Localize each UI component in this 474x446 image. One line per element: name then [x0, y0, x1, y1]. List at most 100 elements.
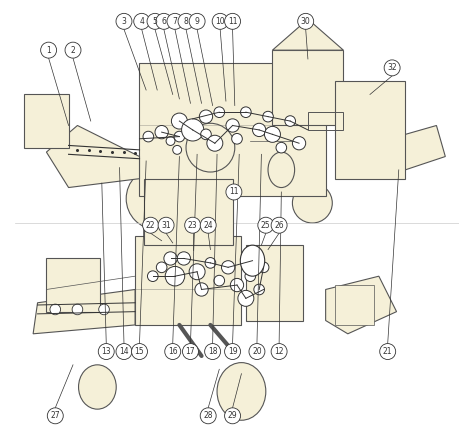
Circle shape — [200, 217, 216, 233]
Circle shape — [99, 304, 109, 315]
Circle shape — [298, 13, 314, 29]
Circle shape — [182, 343, 199, 359]
Circle shape — [258, 262, 269, 273]
Text: 1: 1 — [46, 45, 51, 55]
Circle shape — [214, 275, 225, 286]
Text: 22: 22 — [146, 221, 155, 230]
FancyBboxPatch shape — [135, 236, 241, 325]
Circle shape — [166, 136, 175, 145]
FancyBboxPatch shape — [24, 95, 69, 148]
Circle shape — [285, 116, 295, 126]
Circle shape — [240, 107, 251, 117]
Circle shape — [276, 142, 287, 153]
Circle shape — [271, 343, 287, 359]
Circle shape — [225, 408, 240, 424]
Circle shape — [264, 126, 281, 142]
Circle shape — [232, 133, 242, 144]
Circle shape — [263, 112, 273, 122]
Ellipse shape — [268, 152, 295, 187]
Text: 2: 2 — [71, 45, 75, 55]
Text: 27: 27 — [50, 411, 60, 420]
Circle shape — [238, 290, 254, 306]
Text: 17: 17 — [186, 347, 195, 356]
Circle shape — [226, 119, 239, 132]
Circle shape — [225, 13, 240, 29]
Circle shape — [156, 13, 172, 29]
Polygon shape — [33, 289, 135, 334]
Circle shape — [147, 271, 158, 281]
Ellipse shape — [217, 363, 266, 420]
Text: 23: 23 — [188, 221, 198, 230]
Circle shape — [147, 13, 163, 29]
Text: 31: 31 — [161, 221, 171, 230]
Circle shape — [292, 136, 306, 150]
Circle shape — [189, 13, 205, 29]
Circle shape — [230, 278, 244, 292]
Polygon shape — [273, 19, 343, 50]
Circle shape — [41, 42, 56, 58]
Circle shape — [189, 264, 205, 280]
Circle shape — [98, 343, 114, 359]
Circle shape — [258, 217, 274, 233]
Circle shape — [207, 135, 223, 151]
Circle shape — [158, 217, 174, 233]
Circle shape — [178, 13, 194, 29]
Circle shape — [165, 266, 185, 286]
Text: 32: 32 — [387, 63, 397, 72]
Circle shape — [226, 184, 242, 200]
Ellipse shape — [79, 365, 116, 409]
Text: 19: 19 — [228, 347, 237, 356]
FancyBboxPatch shape — [246, 245, 303, 321]
Circle shape — [205, 258, 216, 268]
Circle shape — [165, 343, 181, 359]
Circle shape — [156, 262, 167, 273]
Circle shape — [173, 145, 182, 154]
Text: 28: 28 — [203, 411, 213, 420]
Circle shape — [195, 283, 208, 296]
Circle shape — [143, 217, 158, 233]
Circle shape — [205, 343, 220, 359]
Text: 24: 24 — [203, 221, 213, 230]
Circle shape — [384, 60, 400, 76]
Text: 10: 10 — [215, 17, 225, 26]
Circle shape — [177, 252, 191, 265]
Circle shape — [72, 304, 83, 315]
FancyBboxPatch shape — [335, 285, 374, 325]
FancyBboxPatch shape — [46, 259, 100, 312]
Polygon shape — [405, 125, 445, 170]
Circle shape — [50, 304, 61, 315]
FancyBboxPatch shape — [273, 50, 343, 125]
Text: 14: 14 — [119, 347, 129, 356]
Circle shape — [174, 131, 185, 142]
Text: 3: 3 — [121, 17, 127, 26]
Circle shape — [143, 131, 154, 142]
Circle shape — [253, 123, 266, 136]
Circle shape — [182, 119, 204, 141]
Circle shape — [245, 271, 255, 281]
Text: 21: 21 — [383, 347, 392, 356]
Text: 7: 7 — [173, 17, 177, 26]
Text: 11: 11 — [229, 187, 238, 197]
Text: 15: 15 — [135, 347, 144, 356]
Circle shape — [225, 343, 240, 359]
Text: 29: 29 — [228, 411, 237, 420]
Circle shape — [271, 217, 287, 233]
FancyBboxPatch shape — [335, 81, 405, 179]
Circle shape — [221, 260, 235, 274]
Text: 13: 13 — [101, 347, 111, 356]
Polygon shape — [326, 276, 397, 334]
Circle shape — [214, 107, 225, 117]
Text: 16: 16 — [168, 347, 178, 356]
Circle shape — [200, 408, 216, 424]
Circle shape — [186, 123, 235, 172]
Text: 9: 9 — [195, 17, 200, 26]
Circle shape — [249, 343, 265, 359]
FancyBboxPatch shape — [144, 179, 233, 245]
Circle shape — [65, 42, 81, 58]
Text: 11: 11 — [228, 17, 237, 26]
FancyBboxPatch shape — [139, 63, 326, 196]
Text: 6: 6 — [162, 17, 166, 26]
Circle shape — [172, 113, 187, 129]
Circle shape — [212, 13, 228, 29]
Circle shape — [116, 13, 132, 29]
